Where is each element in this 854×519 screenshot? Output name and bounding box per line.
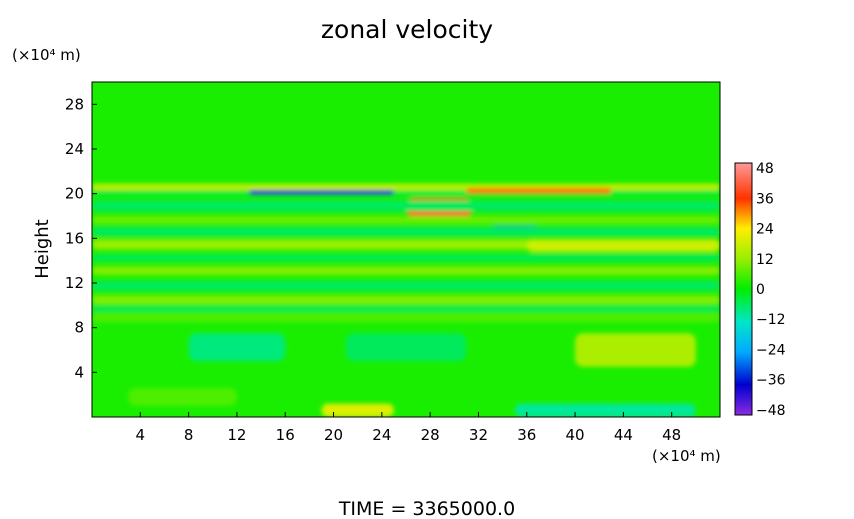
velocity-region bbox=[526, 239, 720, 252]
x-axis-unit: (×10⁴ m) bbox=[652, 447, 721, 465]
colorbar-tick-label: −48 bbox=[756, 403, 786, 419]
plot-frame bbox=[91, 81, 721, 418]
y-tick-label: 28 bbox=[65, 95, 84, 113]
velocity-region bbox=[92, 305, 720, 313]
plot-area bbox=[91, 81, 721, 418]
colorbar-tick-label: −24 bbox=[756, 342, 786, 358]
velocity-region bbox=[321, 403, 394, 417]
x-tick-label: 20 bbox=[324, 426, 343, 444]
velocity-field bbox=[92, 183, 720, 417]
velocity-region bbox=[466, 188, 612, 194]
velocity-region bbox=[128, 387, 237, 406]
velocity-region bbox=[92, 280, 720, 291]
colorbar-tick-label: −36 bbox=[756, 373, 786, 389]
y-tick-label: 8 bbox=[74, 319, 84, 337]
x-tick-label: 16 bbox=[276, 426, 295, 444]
colorbar: −48 −36 −24 −12 0 12 24 36 48 bbox=[734, 161, 786, 419]
colorbar-tick-label: 36 bbox=[756, 191, 774, 207]
colorbar-tick-label: 24 bbox=[756, 222, 774, 238]
colorbar-tick-label: 12 bbox=[756, 252, 774, 268]
y-axis-ticks: 4 8 12 16 20 24 28 bbox=[65, 95, 97, 381]
colorbar-scale bbox=[734, 162, 753, 416]
velocity-region bbox=[92, 227, 720, 237]
x-tick-label: 12 bbox=[227, 426, 246, 444]
velocity-region bbox=[92, 183, 720, 191]
velocity-region bbox=[188, 333, 286, 362]
chart-title: zonal velocity bbox=[321, 15, 493, 44]
x-tick-label: 28 bbox=[421, 426, 440, 444]
y-tick-label: 4 bbox=[74, 363, 84, 381]
y-tick-label: 16 bbox=[65, 229, 84, 247]
y-tick-label: 20 bbox=[65, 185, 84, 203]
colorbar-tick-label: −12 bbox=[756, 312, 786, 328]
velocity-region bbox=[514, 403, 696, 417]
velocity-region bbox=[92, 190, 720, 196]
velocity-region bbox=[92, 295, 720, 305]
colorbar-ticks: −48 −36 −24 −12 0 12 24 36 48 bbox=[756, 161, 786, 419]
velocity-region bbox=[92, 313, 720, 323]
y-axis-label: Height bbox=[32, 219, 53, 279]
time-footer: TIME = 3365000.0 bbox=[338, 498, 515, 519]
x-tick-label: 44 bbox=[614, 426, 633, 444]
y-axis-unit: (×10⁴ m) bbox=[12, 46, 81, 64]
x-tick-label: 8 bbox=[184, 426, 194, 444]
colorbar-tick-label: 0 bbox=[756, 282, 765, 298]
velocity-region bbox=[92, 266, 720, 276]
x-axis-ticks: 4 8 12 16 20 24 28 32 36 40 44 48 bbox=[136, 412, 681, 444]
x-tick-label: 36 bbox=[517, 426, 536, 444]
velocity-region bbox=[575, 333, 696, 367]
x-tick-label: 40 bbox=[566, 426, 585, 444]
x-tick-label: 24 bbox=[372, 426, 391, 444]
velocity-region bbox=[249, 190, 394, 195]
velocity-region bbox=[92, 200, 720, 212]
y-tick-label: 24 bbox=[65, 140, 84, 158]
velocity-region bbox=[92, 216, 720, 224]
x-tick-label: 32 bbox=[469, 426, 488, 444]
x-tick-label: 4 bbox=[136, 426, 146, 444]
velocity-region bbox=[92, 253, 720, 262]
y-tick-label: 12 bbox=[65, 274, 84, 292]
velocity-region bbox=[345, 333, 467, 362]
colorbar-tick-label: 48 bbox=[756, 161, 774, 177]
x-tick-label: 48 bbox=[662, 426, 681, 444]
